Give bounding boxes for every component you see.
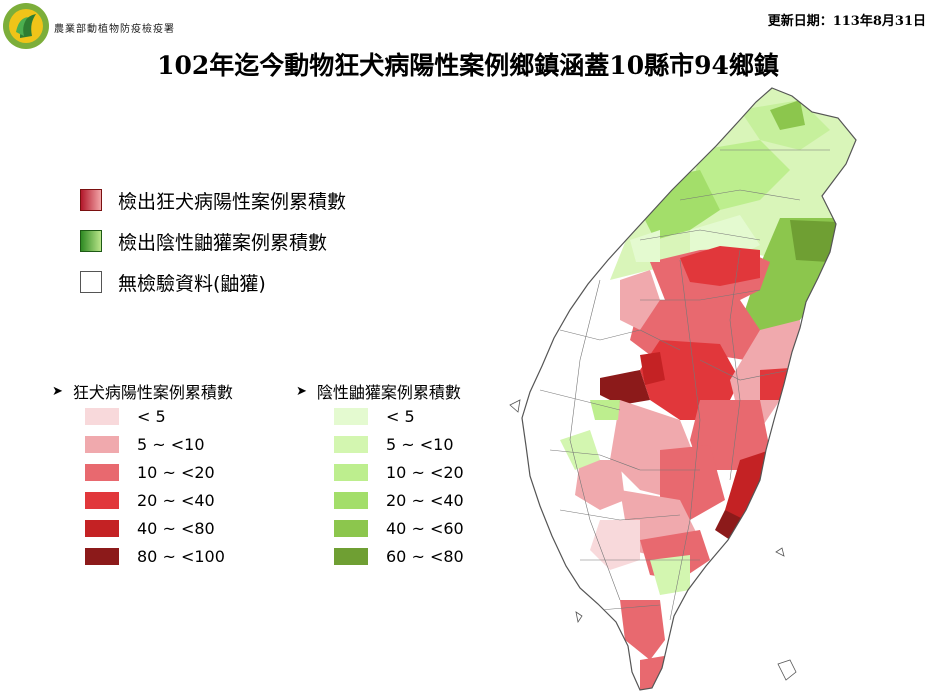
page-title: 102年迄今動物狂犬病陽性案例鄉鎮涵蓋10縣市94鄉鎮: [157, 51, 779, 80]
scale-green: ➤ 陰性鼬獾案例累積數 < 5 5 ~ <10 10 ~ <20 20 ~ <4…: [296, 380, 464, 570]
scale-item: 5 ~ <10: [296, 430, 464, 458]
scale-swatch: [85, 491, 119, 509]
scale-red-title: ➤ 狂犬病陽性案例累積數: [52, 380, 233, 402]
arrow-right-icon: ➤: [52, 383, 63, 399]
scale-label: 10 ~ <20: [137, 462, 215, 482]
scale-item: < 5: [296, 402, 464, 430]
scale-label: < 5: [386, 406, 415, 426]
scale-item: 60 ~ <80: [296, 542, 464, 570]
scale-swatch: [85, 463, 119, 481]
scale-label: 10 ~ <20: [386, 462, 464, 482]
scale-swatch: [85, 435, 119, 453]
scale-swatch: [334, 407, 368, 425]
scale-swatch: [85, 547, 119, 565]
scale-green-title: ➤ 陰性鼬獾案例累積數: [296, 380, 464, 402]
scale-item: 20 ~ <40: [296, 486, 464, 514]
org-name: 農業部動植物防疫檢疫署: [54, 24, 175, 35]
scale-label: < 5: [137, 406, 166, 426]
scale-label: 40 ~ <80: [137, 518, 215, 538]
scale-label: 80 ~ <100: [137, 546, 225, 566]
scale-swatch: [334, 547, 368, 565]
legend-swatch-red: [80, 189, 102, 211]
scale-swatch: [85, 407, 119, 425]
legend-item-negative: 檢出陰性鼬獾案例累積數: [80, 229, 346, 254]
agency-logo: [3, 3, 49, 49]
scale-swatch: [334, 435, 368, 453]
scale-item: 5 ~ <10: [52, 430, 233, 458]
legend-label: 檢出陰性鼬獾案例累積數: [118, 231, 328, 254]
scale-label: 40 ~ <60: [386, 518, 464, 538]
taiwan-map: [509, 87, 857, 691]
scale-label: 5 ~ <10: [137, 434, 205, 454]
scale-item: 40 ~ <80: [52, 514, 233, 542]
scale-item: 80 ~ <100: [52, 542, 233, 570]
scale-label: 5 ~ <10: [386, 434, 454, 454]
legend-swatch-white: [80, 271, 102, 293]
legend-item-nodata: 無檢驗資料(鼬獾): [80, 270, 346, 295]
scale-swatch: [85, 519, 119, 537]
scale-label: 20 ~ <40: [386, 490, 464, 510]
scale-red: ➤ 狂犬病陽性案例累積數 < 5 5 ~ <10 10 ~ <20 20 ~ <…: [52, 380, 233, 570]
update-date: 更新日期：113年8月31日: [767, 14, 926, 29]
scale-label: 60 ~ <80: [386, 546, 464, 566]
legend-label: 檢出狂犬病陽性案例累積數: [118, 190, 347, 213]
arrow-right-icon: ➤: [296, 383, 307, 399]
scale-swatch: [334, 519, 368, 537]
legend-swatch-green: [80, 230, 102, 252]
scale-item: < 5: [52, 402, 233, 430]
scale-item: 20 ~ <40: [52, 486, 233, 514]
legend-label: 無檢驗資料(鼬獾): [118, 272, 266, 295]
scale-item: 10 ~ <20: [296, 458, 464, 486]
scale-label: 20 ~ <40: [137, 490, 215, 510]
legend-item-positive: 檢出狂犬病陽性案例累積數: [80, 188, 347, 213]
scale-swatch: [334, 491, 368, 509]
scale-title-text: 陰性鼬獾案例累積數: [316, 383, 461, 402]
scale-item: 10 ~ <20: [52, 458, 233, 486]
scale-item: 40 ~ <60: [296, 514, 464, 542]
main-legend: 檢出狂犬病陽性案例累積數 檢出陰性鼬獾案例累積數 無檢驗資料(鼬獾): [80, 188, 346, 311]
scale-title-text: 狂犬病陽性案例累積數: [72, 383, 233, 402]
scale-swatch: [334, 463, 368, 481]
